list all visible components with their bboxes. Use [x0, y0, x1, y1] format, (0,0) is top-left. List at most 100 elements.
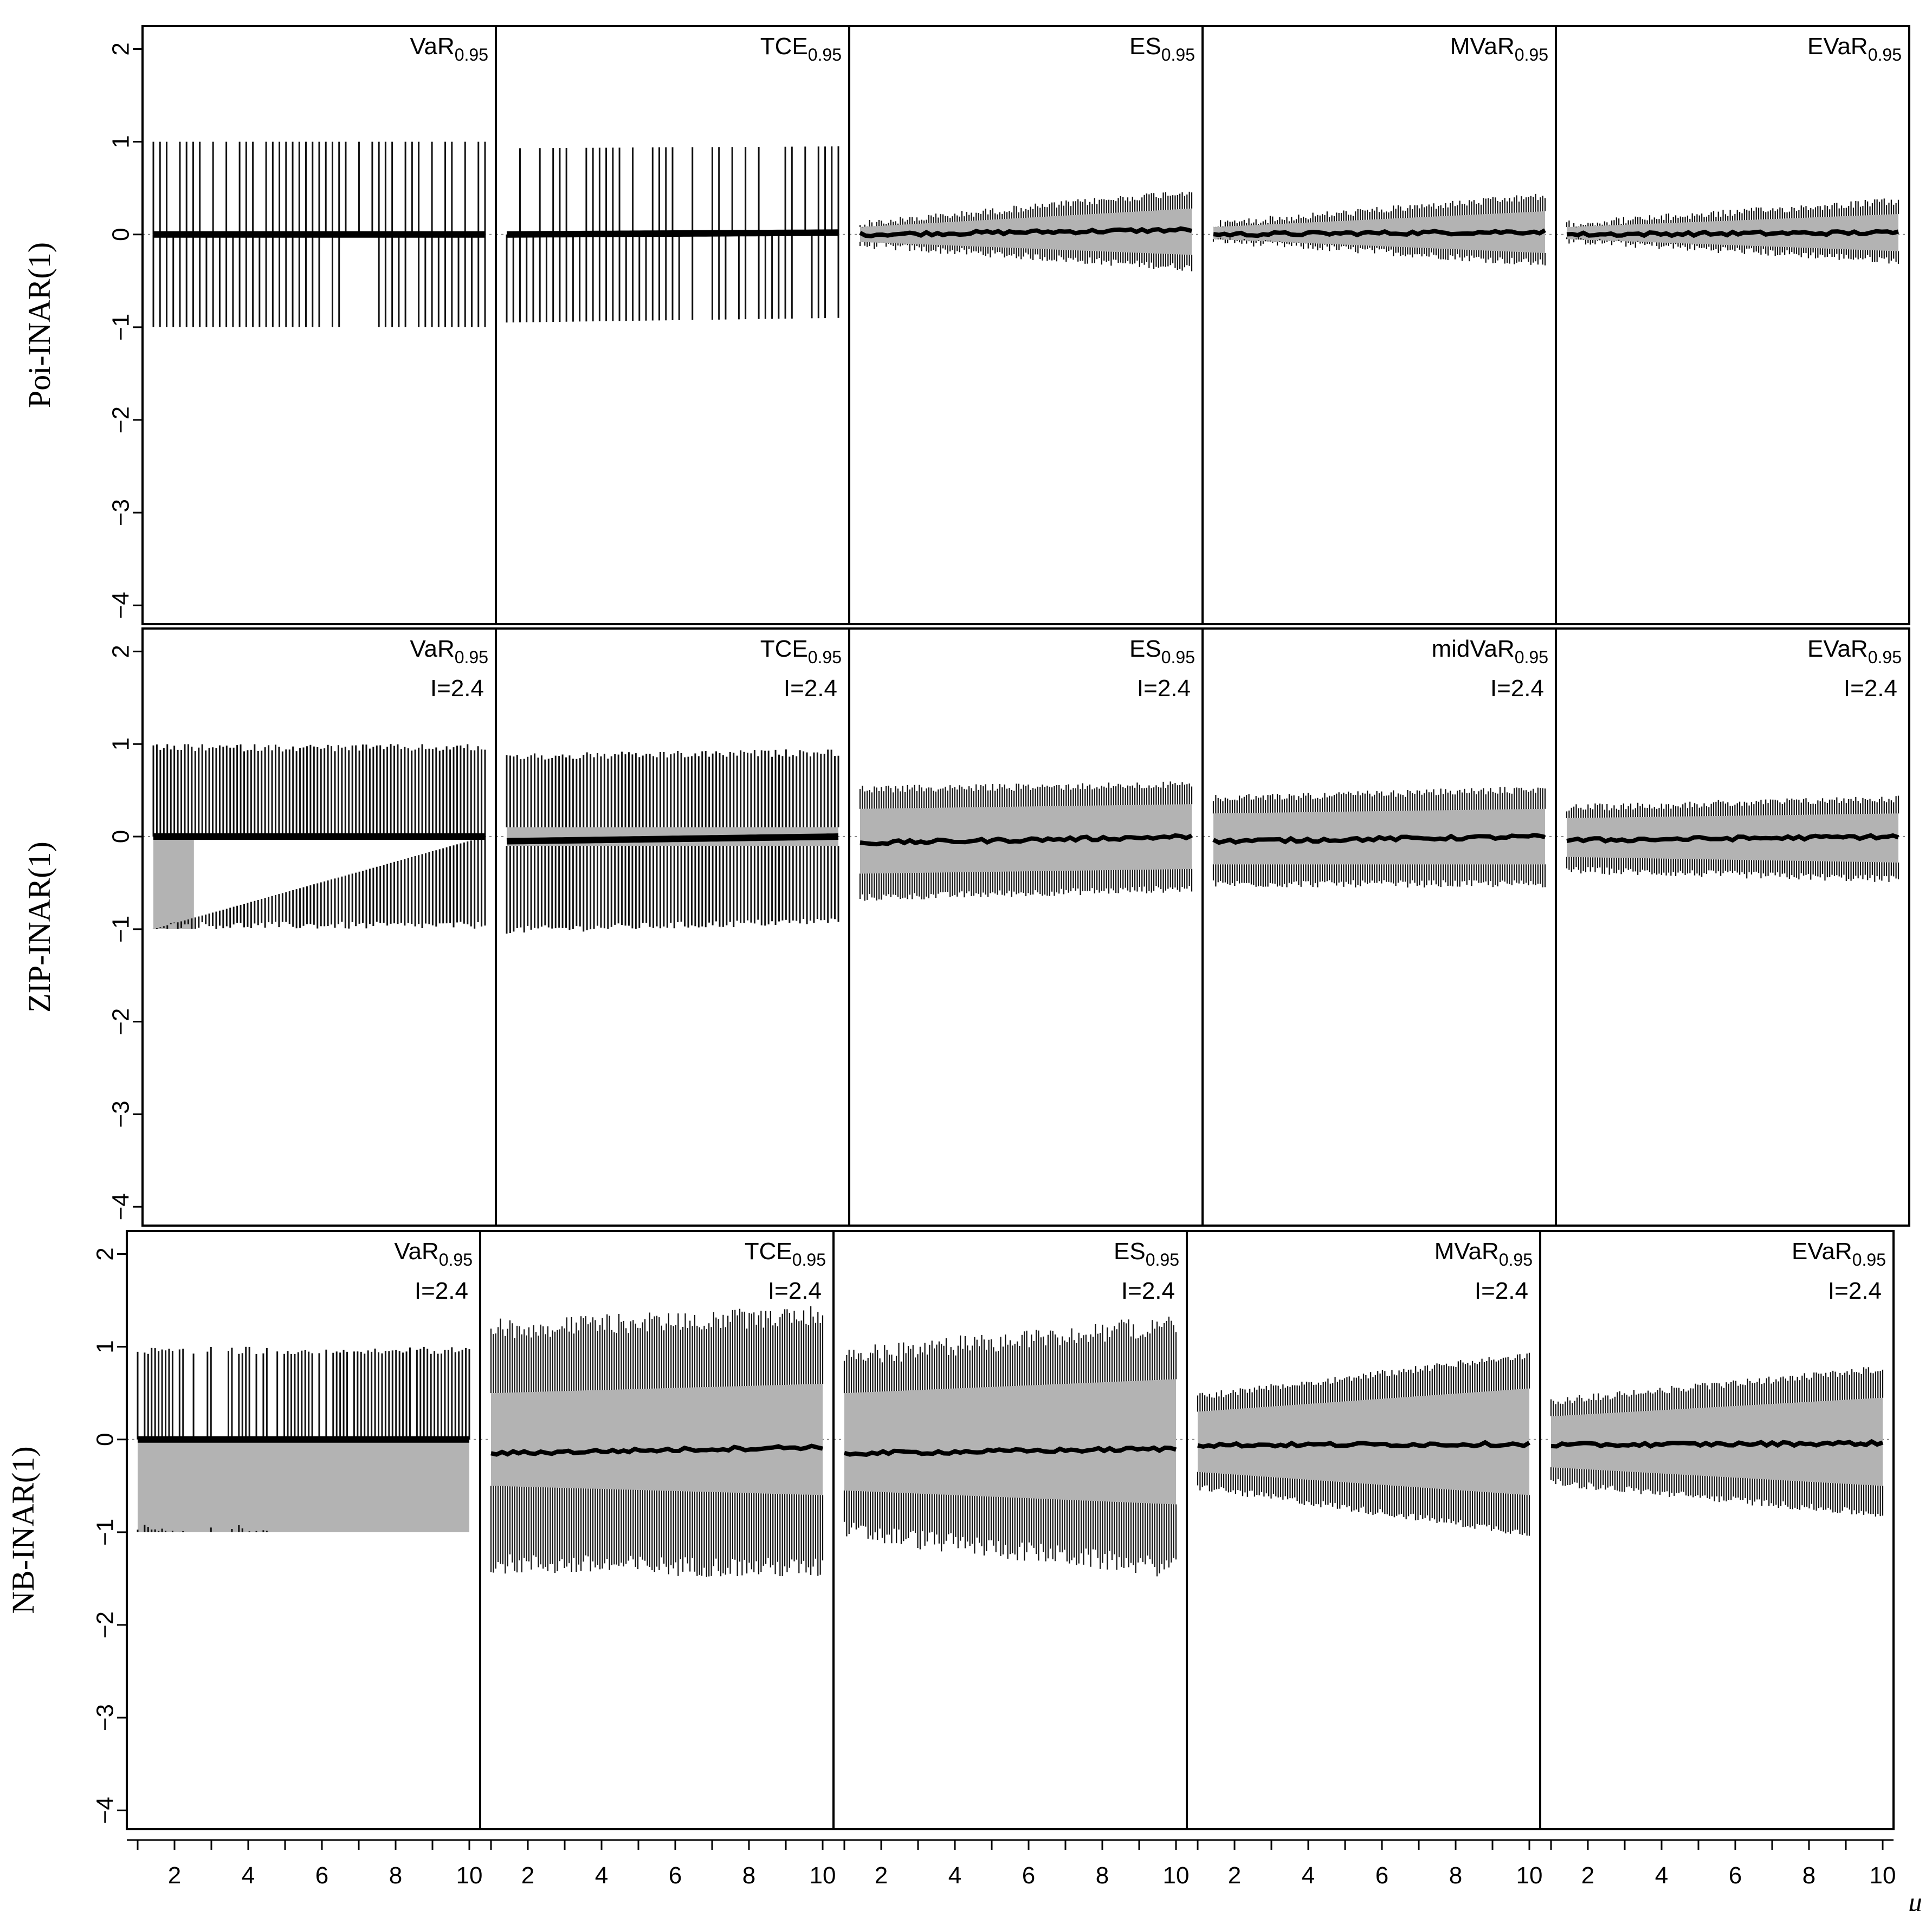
panel-note: I=2.4 — [430, 675, 484, 702]
whiskers — [859, 781, 1193, 901]
panel-frame — [495, 25, 850, 625]
x-axis-label: μ — [1908, 1887, 1922, 1911]
panel-note: I=2.4 — [1828, 1278, 1882, 1304]
whiskers — [1197, 1352, 1530, 1536]
median-line — [1213, 228, 1546, 238]
x-tick-label: 8 — [1096, 1862, 1109, 1889]
y-tick-label: −3 — [108, 499, 134, 526]
row-ylabel: ZIP-INAR(1) — [22, 841, 57, 1013]
x-tick-label: 6 — [1375, 1862, 1388, 1889]
panel: ES0.95 I=2.4 — [848, 627, 1204, 1227]
y-tick-label: −4 — [108, 592, 134, 619]
x-tick-label: 4 — [1302, 1862, 1315, 1889]
panel-note: I=2.4 — [1121, 1278, 1175, 1304]
grey-band — [844, 1379, 1176, 1505]
y-tick-label: −1 — [108, 314, 134, 341]
x-tick-label: 6 — [1729, 1862, 1742, 1889]
grey-band — [138, 1439, 469, 1532]
panel-title: MVaR0.95 — [1450, 33, 1548, 64]
panel: VaR0.95 — [141, 25, 497, 625]
x-tick-label: 4 — [948, 1862, 961, 1889]
whiskers — [1566, 795, 1899, 882]
panel: MVaR0.95 — [1201, 25, 1557, 625]
x-tick-label: 4 — [242, 1862, 255, 1889]
whiskers — [506, 749, 839, 934]
panel-title: ES0.95 — [1129, 33, 1195, 64]
panel-frame — [1539, 1230, 1895, 1830]
panel: EVaR0.95 I=2.4 — [1555, 627, 1910, 1227]
median-line — [490, 1443, 823, 1457]
y-tick-label: −3 — [108, 1100, 134, 1128]
panel: EVaR0.95 I=2.4 — [1539, 1230, 1895, 1830]
panel: MVaR0.95 I=2.4 — [1186, 1230, 1541, 1830]
panel-frame — [848, 627, 1204, 1227]
panel: ES0.95 I=2.4 — [832, 1230, 1188, 1830]
grey-band — [491, 1384, 823, 1495]
panel-title: TCE0.95 — [760, 33, 842, 64]
panel-note: I=2.4 — [1475, 1278, 1528, 1304]
y-tick-label: 1 — [108, 737, 134, 750]
panel-row: 2 1 0 −1 −2 −3 −4 Poi-INAR(1) VaR0.95 TCE0.95 ES0.… — [22, 25, 1910, 625]
x-tick-label: 2 — [1581, 1862, 1594, 1889]
y-tick-label: −1 — [92, 1519, 119, 1546]
panel-title: VaR0.95 — [410, 636, 488, 667]
y-tick-label: −1 — [108, 916, 134, 943]
median-line — [843, 1445, 1177, 1457]
panel-title: EVaR0.95 — [1807, 33, 1902, 64]
panel: VaR0.95 I=2.4 — [126, 1230, 481, 1830]
panel-title: TCE0.95 — [760, 636, 842, 667]
panel-title: MVaR0.95 — [1435, 1238, 1533, 1269]
x-tick-label: 10 — [1516, 1862, 1543, 1889]
grey-band — [153, 837, 194, 929]
panel-frame — [1201, 25, 1557, 625]
panel-note: I=2.4 — [1490, 675, 1544, 702]
x-tick-label: 2 — [168, 1862, 181, 1889]
x-tick-label: 6 — [669, 1862, 682, 1889]
panel-note: I=2.4 — [768, 1278, 822, 1304]
panel-frame — [1186, 1230, 1541, 1830]
x-tick-label: 10 — [1163, 1862, 1190, 1889]
panel-title: VaR0.95 — [394, 1238, 473, 1269]
row-ylabel: NB-INAR(1) — [5, 1446, 41, 1614]
x-tick-label: 4 — [1655, 1862, 1668, 1889]
x-tick-label: 10 — [1870, 1862, 1896, 1889]
y-axis: 2 1 0 −1 −2 −3 −4 — [108, 42, 143, 619]
whiskers — [1212, 787, 1546, 888]
whiskers — [843, 1317, 1177, 1577]
x-tick-label: 6 — [1022, 1862, 1035, 1889]
median-line — [1566, 833, 1899, 844]
panel-frame — [1201, 627, 1557, 1227]
whiskers — [1550, 1367, 1884, 1517]
y-tick-label: −4 — [92, 1797, 119, 1824]
panel-note: I=2.4 — [784, 675, 837, 702]
panel: ES0.95 — [848, 25, 1204, 625]
x-tick-label: 8 — [389, 1862, 402, 1889]
y-tick-label: −3 — [92, 1704, 119, 1731]
panel-frame — [1555, 25, 1910, 625]
y-axis: 2 1 0 −1 −2 −3 −4 — [92, 1247, 127, 1824]
median-line — [506, 833, 839, 845]
x-tick-label: 10 — [810, 1862, 836, 1889]
whiskers — [137, 1346, 470, 1532]
y-tick-label: 2 — [108, 42, 134, 55]
x-axis: 2 4 6 8 10 2 4 6 8 10 2 4 6 8 10 2 4 6 8 10 2 4 6 8 10 — [127, 1839, 1896, 1889]
x-tick-label: 2 — [1228, 1862, 1241, 1889]
panel-row: 210−1−2−3−4 ZIP-INAR(1) VaR0.95 I=2.4 TCE0.9… — [22, 627, 1910, 1227]
panel-title: midVaR0.95 — [1431, 636, 1548, 667]
panel: VaR0.95 I=2.4 — [141, 627, 497, 1227]
median-line — [860, 833, 1193, 847]
panel: EVaR0.95 — [1555, 25, 1910, 625]
y-tick-label: 0 — [92, 1433, 119, 1446]
panel-frame — [848, 25, 1204, 625]
panel-title: ES0.95 — [1129, 636, 1195, 667]
x-tick-label: 8 — [1802, 1862, 1815, 1889]
y-tick-label: 0 — [108, 228, 134, 241]
median-line — [1566, 229, 1899, 238]
median-line — [1197, 1440, 1531, 1449]
panel: TCE0.95 — [495, 25, 850, 625]
median-line — [507, 229, 839, 238]
whiskers — [490, 1306, 824, 1577]
x-tick-label: 2 — [875, 1862, 888, 1889]
y-axis: 2 1 0 −1 −2 −3 −4 — [108, 645, 143, 1220]
whiskers — [152, 141, 486, 327]
